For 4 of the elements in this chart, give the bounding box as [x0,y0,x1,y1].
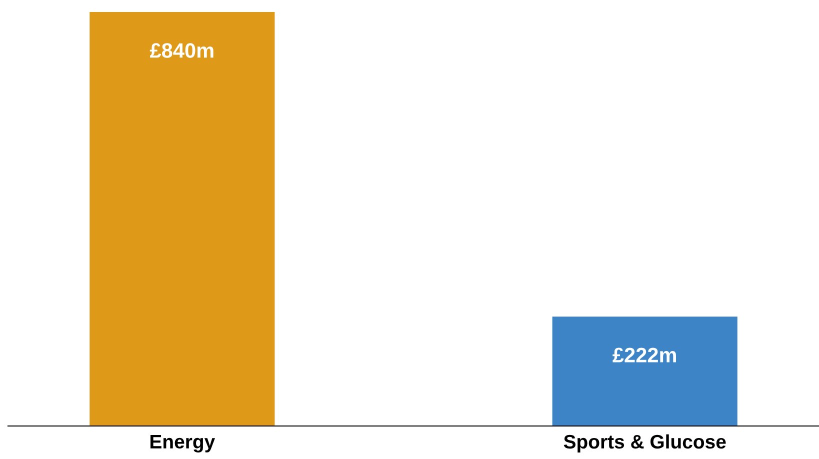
x-tick-label: Sports & Glucose [564,434,726,452]
x-tick-label: Energy [150,434,216,452]
data-label: £840m [150,43,214,58]
data-label: £222m [612,348,676,362]
